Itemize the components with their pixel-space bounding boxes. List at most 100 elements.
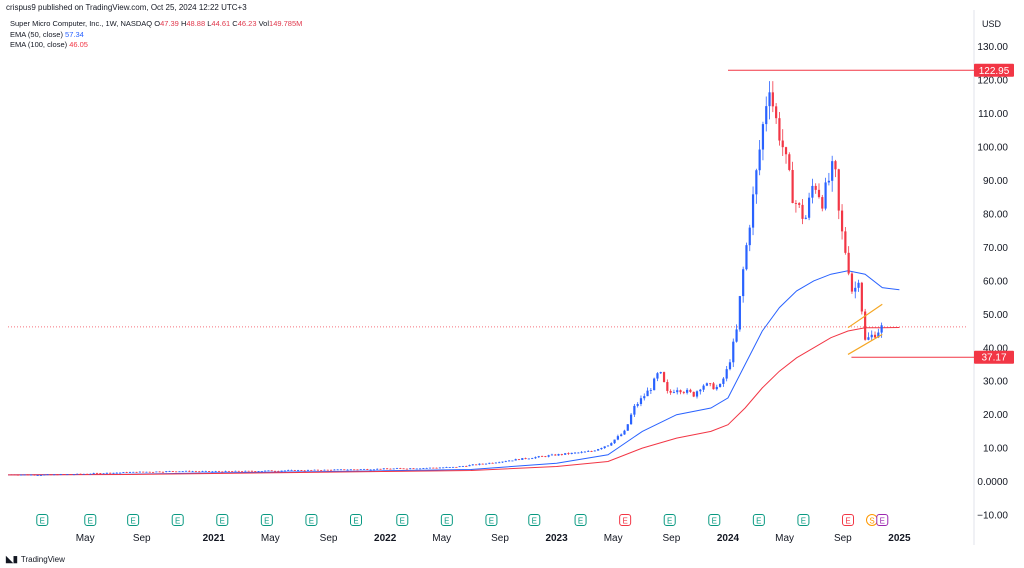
candle-body — [857, 282, 860, 288]
candle-body — [534, 457, 537, 459]
candle-body — [20, 474, 23, 476]
candle-body — [567, 453, 570, 455]
tradingview-logo[interactable]: ◣▮ TradingView — [6, 554, 65, 565]
candle-body — [847, 252, 850, 274]
candle-body — [468, 465, 471, 467]
candle-body — [310, 470, 313, 471]
candle-body — [409, 468, 412, 470]
candle-body — [161, 471, 165, 473]
y-tick-label: −10.00 — [977, 511, 1008, 522]
candle-body — [794, 203, 798, 204]
candle-body — [540, 456, 544, 458]
candle-body — [593, 450, 596, 452]
candle-body — [659, 372, 662, 374]
high-label: H — [180, 19, 187, 28]
candle-body — [382, 468, 385, 470]
candle-body — [99, 473, 102, 474]
candle-body — [181, 471, 184, 473]
candle-body — [392, 468, 395, 470]
candle-body — [36, 475, 39, 476]
candle-body — [412, 468, 415, 470]
event-marker-label: E — [400, 517, 405, 526]
candle-body — [629, 414, 633, 425]
candle-body — [158, 471, 161, 473]
candle-body — [184, 470, 188, 472]
high-value: 48.88 — [186, 19, 206, 28]
earnings-event-marker — [396, 514, 409, 526]
candle-body — [854, 287, 857, 292]
event-marker-label: E — [353, 517, 358, 526]
ema50-label: EMA (50, close) — [10, 29, 63, 39]
candle-body — [544, 456, 547, 458]
candle-body — [465, 466, 468, 467]
candle-body — [188, 470, 191, 472]
candle-body — [583, 451, 587, 453]
candle-body — [527, 458, 530, 460]
candle-body — [600, 448, 603, 450]
candle-body — [422, 468, 425, 469]
candle-body — [270, 470, 273, 472]
candle-body — [240, 471, 244, 473]
y-tick-label: 50.00 — [983, 310, 1008, 321]
earnings-event-marker — [127, 514, 140, 526]
candle-body — [570, 452, 573, 454]
candle-body — [112, 472, 115, 474]
candle-body — [715, 386, 718, 390]
candle-body — [405, 468, 409, 470]
candle-body — [13, 474, 16, 476]
event-marker-label: E — [444, 517, 449, 526]
candle-body — [504, 461, 507, 463]
candle-body — [748, 227, 751, 246]
candle-body — [224, 470, 227, 472]
earnings-event-marker — [752, 514, 765, 526]
candle-body — [732, 341, 735, 363]
candle-body — [198, 471, 201, 473]
candle-body — [353, 469, 356, 471]
candle-body — [227, 470, 230, 472]
candle-body — [395, 468, 399, 470]
candle-body — [778, 118, 781, 141]
candle-body — [33, 474, 36, 476]
event-marker-label: E — [40, 517, 45, 526]
candle-body — [379, 468, 382, 470]
candle-body — [290, 470, 293, 471]
candle-body — [313, 469, 316, 471]
channel-lower-line — [847, 333, 883, 355]
candle-body — [656, 373, 659, 379]
candle-body — [501, 461, 504, 463]
candle-body — [448, 467, 451, 468]
ema100-value: 46.05 — [69, 40, 88, 49]
candle-body — [867, 337, 870, 340]
candle-body — [178, 471, 181, 473]
candle-body — [850, 273, 854, 292]
candle-body — [356, 469, 359, 471]
volume-label: Vol — [258, 19, 270, 28]
earnings-event-marker — [440, 514, 453, 526]
candle-body — [244, 470, 247, 472]
candle-body — [817, 189, 821, 198]
candle-body — [118, 472, 122, 474]
candle-body — [62, 474, 66, 475]
candle-body — [547, 455, 550, 457]
candle-body — [669, 390, 672, 393]
candle-body — [597, 449, 600, 451]
y-tick-label: 130.00 — [977, 42, 1008, 53]
candle-body — [435, 467, 438, 469]
price-label-box — [974, 63, 1014, 77]
low-label: L — [207, 19, 212, 28]
candle-body — [804, 217, 807, 219]
candle-body — [745, 245, 748, 270]
candle-body — [362, 469, 366, 470]
candle-body — [320, 470, 323, 472]
candle-body — [16, 474, 19, 476]
candle-body — [491, 462, 494, 464]
candle-body — [132, 471, 135, 473]
candle-body — [695, 391, 699, 397]
candle-body — [339, 469, 343, 471]
candle-body — [389, 468, 392, 470]
candle-body — [204, 471, 207, 472]
event-marker-label: E — [667, 517, 672, 526]
candle-body — [709, 383, 712, 385]
candle-body — [689, 389, 692, 392]
